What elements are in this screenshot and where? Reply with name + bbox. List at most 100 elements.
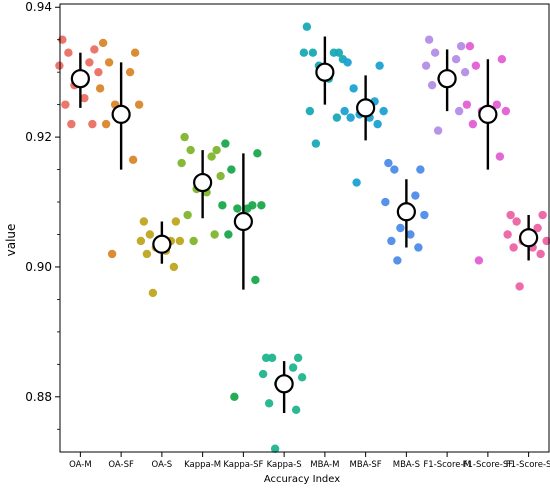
mean-marker: [233, 211, 253, 232]
data-point: [95, 84, 105, 93]
x-tick-label: F1-Score-M: [423, 460, 471, 470]
data-point: [128, 155, 138, 165]
data-point: [427, 80, 437, 90]
data-point: [381, 197, 390, 207]
data-point: [471, 61, 481, 70]
mean-marker: [356, 98, 376, 118]
data-point: [460, 67, 470, 77]
data-point: [186, 145, 195, 155]
y-tick-label: 0.88: [25, 390, 52, 404]
data-point: [125, 67, 135, 77]
data-point: [384, 158, 393, 168]
data-point: [264, 399, 274, 408]
data-point: [456, 42, 466, 51]
data-point: [311, 139, 321, 148]
data-point: [218, 201, 227, 210]
data-point: [148, 288, 158, 298]
mean-marker: [70, 69, 90, 89]
data-point: [288, 363, 298, 372]
data-point: [533, 223, 542, 233]
data-point: [230, 392, 239, 402]
mean-marker: [111, 104, 131, 124]
data-point: [210, 230, 219, 239]
data-point: [61, 100, 70, 109]
mean-marker: [152, 234, 172, 254]
y-tick-label: 0.94: [25, 0, 52, 14]
data-point: [406, 230, 415, 239]
data-point: [64, 48, 73, 57]
data-point: [177, 158, 186, 168]
data-point: [416, 165, 425, 174]
y-tick-label: 0.92: [25, 130, 52, 144]
data-point: [451, 54, 461, 64]
data-point: [340, 106, 349, 116]
x-tick-label: MBA-SF: [350, 460, 382, 470]
data-point: [352, 178, 361, 187]
data-point: [130, 48, 140, 57]
data-point: [257, 201, 266, 210]
x-tick-label: Kappa-SF: [223, 460, 263, 470]
data-point: [291, 405, 301, 414]
data-point: [261, 353, 271, 363]
data-point: [424, 35, 434, 44]
data-point: [94, 67, 103, 77]
data-point: [80, 93, 89, 103]
data-point: [390, 165, 399, 174]
y-axis-label: value: [4, 224, 18, 257]
data-point: [387, 236, 396, 246]
data-point: [67, 119, 76, 129]
data-point: [302, 22, 312, 31]
data-point: [101, 119, 111, 129]
data-point: [251, 275, 260, 285]
plot-layer: [55, 22, 550, 453]
data-point: [497, 54, 507, 64]
data-point: [379, 106, 388, 116]
data-point: [349, 84, 358, 93]
data-point: [465, 42, 475, 51]
data-point: [536, 249, 545, 259]
data-point: [243, 204, 252, 213]
data-point: [253, 149, 262, 158]
data-point: [454, 106, 464, 116]
data-point: [207, 152, 216, 161]
data-point: [373, 119, 382, 129]
data-point: [299, 48, 309, 57]
mean-marker: [274, 374, 294, 394]
data-point: [212, 145, 221, 155]
x-tick-label: MBA-S: [393, 460, 420, 470]
data-point: [495, 152, 505, 161]
data-point: [492, 100, 502, 109]
data-point: [221, 139, 230, 148]
data-point: [503, 230, 512, 239]
data-point: [180, 132, 189, 142]
mean-marker: [519, 228, 539, 248]
data-point: [224, 230, 233, 239]
mean-marker: [478, 104, 498, 124]
x-tick-label: Kappa-S: [267, 460, 302, 470]
data-point: [375, 61, 384, 70]
y-tick-label: 0.90: [25, 260, 52, 274]
data-point: [189, 236, 198, 246]
data-point: [501, 106, 511, 116]
data-point: [139, 217, 149, 226]
data-point: [183, 210, 192, 220]
data-point: [396, 223, 405, 233]
data-point: [270, 444, 280, 453]
data-point: [329, 48, 339, 57]
data-point: [512, 217, 521, 226]
data-point: [169, 262, 179, 272]
data-point: [145, 230, 155, 239]
data-point: [98, 38, 108, 48]
data-point: [433, 126, 443, 135]
data-point: [55, 61, 64, 70]
data-point: [308, 48, 318, 57]
data-point: [88, 119, 97, 129]
data-point: [346, 113, 355, 122]
data-point: [85, 58, 94, 67]
x-tick-label: OA-SF: [108, 460, 134, 470]
data-point: [305, 106, 315, 116]
data-point: [515, 282, 524, 291]
data-point: [542, 236, 550, 246]
